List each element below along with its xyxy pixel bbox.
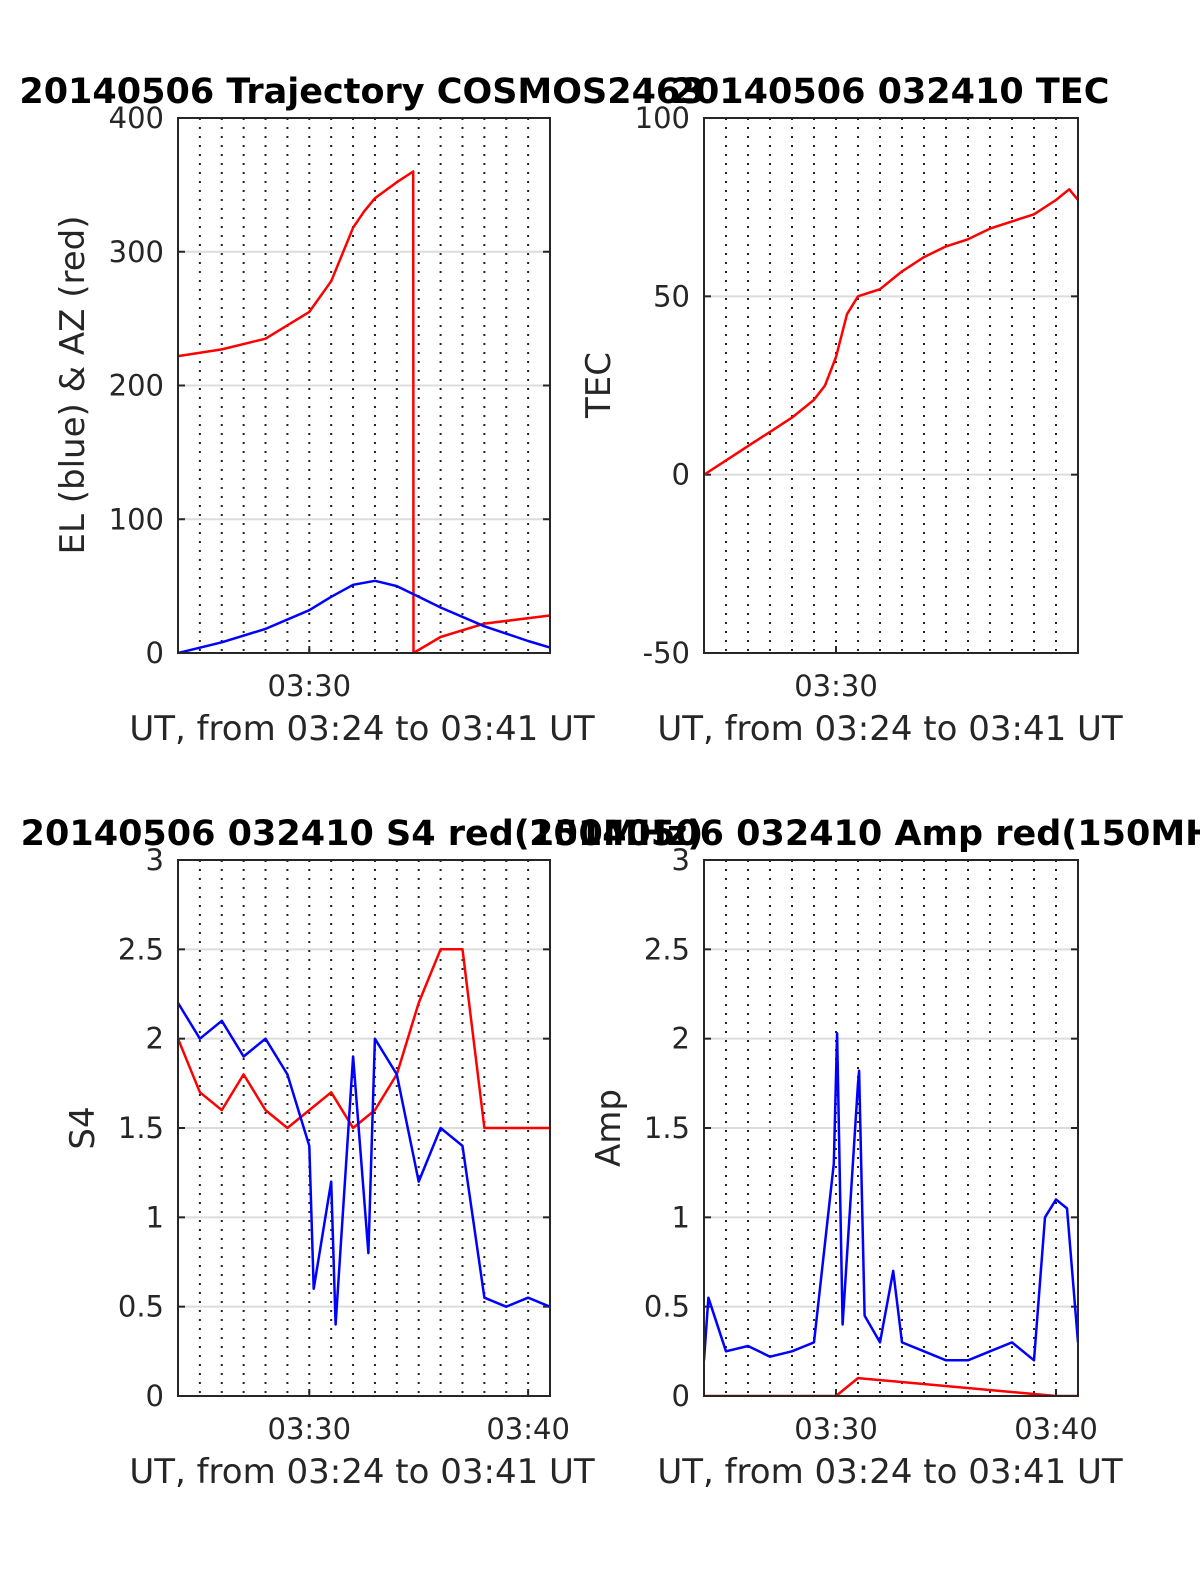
amp-y-tick-label: 2 (672, 1022, 690, 1056)
amp-panel: 20140506 032410 Amp red(150MHz) UT, from… (529, 814, 1200, 1492)
tec-y-tick-label: -50 (643, 636, 690, 670)
tec-y-label: TEC (579, 352, 619, 419)
trajectory-y-tick-label: 100 (109, 502, 164, 536)
trajectory-axes-box (177, 117, 551, 654)
trajectory-x-label: UT, from 03:24 to 03:41 UT (129, 709, 595, 749)
tec-panel: 20140506 032410 TEC UT, from 03:24 to 03… (579, 72, 1123, 749)
tec-series-line-0 (704, 188, 1078, 476)
s4-series-line-0 (178, 948, 550, 1130)
s4-panel: 20140506 032410 S4 red(150MHz) UT, from … (21, 814, 704, 1492)
amp-y-tick-label: 2.5 (644, 932, 690, 966)
tec-axes-box (703, 117, 1079, 654)
amp-series-line-0 (704, 1032, 1078, 1362)
tec-y-tick-label: 100 (635, 101, 690, 135)
trajectory-title: 20140506 Trajectory COSMOS2463 (19, 72, 704, 112)
s4-x-tick-label: 03:40 (486, 1412, 570, 1446)
tec-y-tick-label: 50 (653, 279, 690, 313)
trajectory-series-line-0 (178, 170, 550, 653)
s4-title: 20140506 032410 S4 red(150MHz) (21, 814, 704, 854)
tec-x-tick-label: 03:30 (794, 669, 878, 703)
s4-series-line-1 (178, 1002, 550, 1326)
s4-y-tick-label: 1.5 (118, 1111, 164, 1145)
s4-axes-box (177, 859, 551, 1397)
tec-x-label: UT, from 03:24 to 03:41 UT (657, 709, 1123, 749)
s4-y-tick-label: 2 (146, 1022, 164, 1056)
amp-y-label: Amp (589, 1089, 629, 1167)
s4-x-tick-label: 03:30 (268, 1412, 352, 1446)
trajectory-y-tick-label: 200 (109, 369, 164, 403)
amp-y-tick-label: 0.5 (644, 1290, 690, 1324)
trajectory-panel: 20140506 Trajectory COSMOS2463 UT, from … (19, 72, 704, 749)
s4-y-tick-label: 2.5 (118, 932, 164, 966)
trajectory-y-tick-label: 400 (109, 101, 164, 135)
trajectory-series-line-1 (178, 579, 550, 653)
s4-y-tick-label: 1 (146, 1200, 164, 1234)
amp-y-tick-label: 3 (672, 843, 690, 877)
trajectory-y-label: EL (blue) & AZ (red) (53, 215, 93, 554)
s4-x-label: UT, from 03:24 to 03:41 UT (129, 1452, 595, 1492)
amp-x-label: UT, from 03:24 to 03:41 UT (657, 1452, 1123, 1492)
amp-title: 20140506 032410 Amp red(150MHz) (529, 814, 1200, 854)
trajectory-x-tick-label: 03:30 (268, 669, 352, 703)
amp-y-tick-label: 1.5 (644, 1111, 690, 1145)
tec-y-tick-label: 0 (672, 458, 690, 492)
s4-y-label: S4 (63, 1106, 103, 1149)
amp-y-tick-label: 0 (672, 1379, 690, 1413)
trajectory-y-tick-label: 0 (146, 636, 164, 670)
amp-y-tick-label: 1 (672, 1200, 690, 1234)
tec-title: 20140506 032410 TEC (671, 72, 1110, 112)
s4-y-tick-label: 0.5 (118, 1290, 164, 1324)
s4-y-tick-label: 0 (146, 1379, 164, 1413)
trajectory-y-tick-label: 300 (109, 235, 164, 269)
amp-axes-box (703, 859, 1079, 1397)
s4-y-tick-label: 3 (146, 843, 164, 877)
amp-x-tick-label: 03:30 (794, 1412, 878, 1446)
amp-x-tick-label: 03:40 (1014, 1412, 1098, 1446)
amp-series-line-1 (704, 1376, 1078, 1396)
